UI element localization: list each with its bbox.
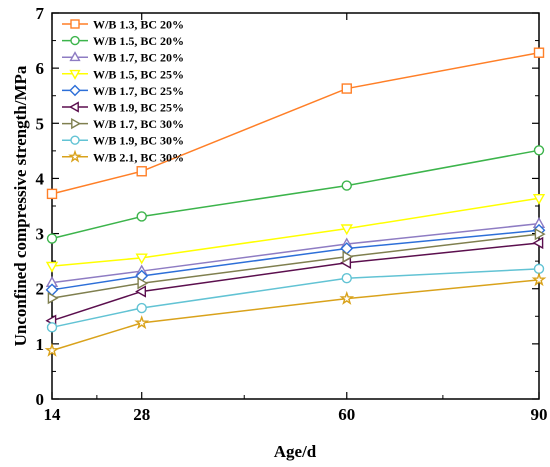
- legend-marker: [68, 101, 79, 113]
- series-line: [51, 51, 540, 195]
- data-point: [341, 273, 352, 284]
- legend-marker: [70, 135, 80, 145]
- series-line: [51, 222, 540, 284]
- series-line: [51, 233, 540, 299]
- data-point: [534, 227, 546, 241]
- legend-marker: [69, 84, 81, 97]
- series-9: [44, 272, 547, 357]
- legend-label: W/B 1.9, BC 25%: [93, 101, 184, 115]
- data-point: [135, 285, 147, 298]
- y-tick-label: 0: [36, 390, 45, 409]
- legend-label: W/B 1.3, BC 20%: [93, 18, 184, 32]
- series-line: [51, 268, 540, 329]
- series-1: [46, 47, 545, 200]
- data-point: [47, 291, 59, 305]
- series-line: [51, 149, 540, 240]
- y-tick-label: 6: [36, 59, 45, 78]
- y-tick-label: 4: [36, 169, 45, 188]
- series-2: [46, 145, 545, 244]
- data-point: [340, 224, 353, 236]
- x-axis-title: Age/d: [274, 442, 317, 461]
- y-tick-label: 1: [36, 335, 45, 354]
- data-point: [46, 188, 58, 200]
- legend-marker: [70, 35, 80, 46]
- y-axis-ticks: 0 1 2 3 4 5 6 7: [36, 4, 539, 409]
- data-point: [135, 253, 148, 265]
- legend-marker: [69, 51, 81, 62]
- x-tick-label: 90: [531, 405, 548, 424]
- legend-marker: [69, 69, 81, 80]
- series-line: [51, 229, 540, 291]
- data-point: [137, 277, 149, 290]
- legend-label: W/B 1.5, BC 20%: [93, 34, 184, 48]
- y-tick-label: 3: [36, 225, 45, 244]
- data-point: [136, 166, 147, 177]
- y-tick-label: 7: [36, 4, 45, 23]
- legend-marker: [71, 118, 82, 130]
- series-3: [45, 217, 546, 287]
- series-layer: [44, 47, 547, 357]
- data-point: [339, 290, 355, 305]
- legend-item: W/B 1.5, BC 20%: [62, 34, 184, 48]
- data-point: [136, 302, 147, 314]
- data-point: [134, 315, 150, 330]
- legend-label: W/B 1.5, BC 25%: [93, 67, 184, 81]
- series-4: [45, 193, 546, 273]
- legend-label: W/B 1.7, BC 30%: [93, 117, 184, 131]
- x-axis-ticks: 14 28 60 90: [44, 13, 548, 424]
- data-point: [532, 193, 546, 205]
- legend: W/B 1.3, BC 20% W/B 1.5, BC 20% W/B 1.7, B…: [62, 18, 184, 164]
- y-tick-label: 2: [36, 280, 45, 299]
- series-8: [46, 263, 545, 333]
- legend-item: W/B 1.5, BC 25%: [62, 67, 184, 81]
- legend-label: W/B 1.9, BC 30%: [93, 134, 184, 148]
- data-point: [342, 250, 354, 263]
- legend-item: W/B 2.1, BC 30%: [62, 149, 184, 164]
- legend-marker: [70, 19, 80, 29]
- data-point: [533, 47, 545, 58]
- legend-label: W/B 1.7, BC 25%: [93, 84, 184, 98]
- data-point: [533, 263, 545, 275]
- data-point: [531, 272, 547, 287]
- legend-item: W/B 1.9, BC 30%: [62, 134, 184, 148]
- data-point: [532, 236, 544, 250]
- legend-item: W/B 1.3, BC 20%: [62, 18, 184, 32]
- data-point: [45, 261, 59, 273]
- y-tick-label: 5: [36, 114, 45, 133]
- data-point: [46, 233, 58, 244]
- data-point: [533, 145, 545, 156]
- data-point: [136, 211, 147, 222]
- x-tick-label: 28: [133, 405, 150, 424]
- legend-marker: [68, 149, 82, 163]
- legend-item: W/B 1.7, BC 25%: [62, 84, 184, 98]
- legend-item: W/B 1.7, BC 20%: [62, 51, 184, 65]
- data-point: [341, 180, 352, 191]
- series-line: [51, 279, 540, 352]
- series-7: [47, 227, 546, 305]
- data-point: [44, 342, 60, 357]
- legend-label: W/B 1.7, BC 20%: [93, 51, 184, 65]
- x-tick-label: 60: [338, 405, 355, 424]
- legend-item: W/B 1.7, BC 30%: [62, 117, 184, 131]
- data-point: [341, 83, 352, 94]
- x-tick-label: 14: [44, 405, 62, 424]
- legend-item: W/B 1.9, BC 25%: [62, 101, 184, 115]
- series-line: [51, 242, 540, 322]
- legend-label: W/B 2.1, BC 30%: [93, 150, 184, 164]
- data-point: [46, 322, 58, 333]
- y-axis-title: Unconfined compressive strength/MPa: [11, 65, 30, 346]
- series-line: [51, 197, 540, 267]
